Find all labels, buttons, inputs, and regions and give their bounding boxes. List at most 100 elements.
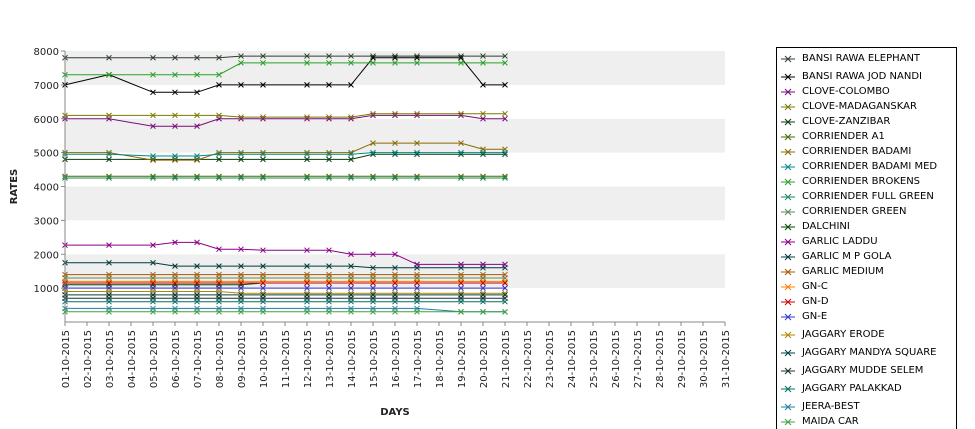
data-point bbox=[414, 285, 420, 291]
data-point bbox=[502, 149, 508, 156]
y-tick-label: 6000 bbox=[34, 115, 59, 126]
data-point bbox=[194, 239, 200, 246]
data-point bbox=[260, 173, 266, 180]
data-point bbox=[392, 53, 398, 59]
legend-label: DALCHINI bbox=[802, 221, 850, 232]
legend-label: CLOVE-MADAGANSKAR bbox=[802, 101, 917, 112]
data-point bbox=[370, 264, 376, 271]
data-point bbox=[216, 271, 222, 278]
data-point bbox=[238, 308, 244, 315]
data-point bbox=[194, 263, 200, 269]
data-point bbox=[502, 82, 508, 88]
data-point bbox=[348, 271, 354, 278]
data-point bbox=[106, 54, 112, 61]
legend-label: CORRIENDER A1 bbox=[802, 131, 885, 142]
data-point bbox=[260, 151, 266, 158]
data-point bbox=[414, 298, 420, 305]
y-tick-label: 7000 bbox=[34, 81, 59, 92]
data-point bbox=[348, 156, 354, 163]
data-point bbox=[304, 285, 310, 291]
legend-label: BANSI RAWA ELEPHANT bbox=[802, 53, 921, 64]
legend-label: GN-E bbox=[802, 311, 828, 322]
data-point bbox=[392, 251, 398, 258]
data-point bbox=[238, 175, 244, 181]
legend-item: CORRIENDER GREEN bbox=[777, 205, 957, 219]
data-point bbox=[414, 290, 420, 297]
data-point bbox=[304, 149, 310, 156]
data-point bbox=[260, 280, 266, 286]
data-point bbox=[370, 308, 376, 315]
data-point bbox=[172, 153, 178, 159]
data-point bbox=[304, 173, 310, 180]
data-point bbox=[194, 123, 200, 130]
data-point bbox=[502, 278, 508, 285]
data-point bbox=[106, 278, 112, 285]
data-point bbox=[150, 153, 156, 159]
data-point bbox=[150, 54, 156, 61]
legend-label: GN-C bbox=[802, 281, 828, 292]
x-tick-label: 06-10-2015 bbox=[171, 330, 182, 388]
data-point bbox=[458, 298, 464, 305]
x-tick-label: 26-10-2015 bbox=[611, 330, 622, 388]
legend-item: GARLIC LADDU bbox=[777, 235, 957, 249]
data-point bbox=[172, 239, 178, 246]
x-tick-label: 29-10-2015 bbox=[677, 330, 688, 388]
x-tick-label: 27-10-2015 bbox=[633, 330, 644, 388]
data-point bbox=[458, 112, 464, 119]
data-point bbox=[458, 140, 464, 146]
legend-item: BANSI RAWA JOD NANDI bbox=[777, 70, 957, 84]
data-point bbox=[260, 308, 266, 315]
legend-label: JAGGARY PALAKKAD bbox=[802, 383, 902, 394]
x-tick-label: 16-10-2015 bbox=[391, 330, 402, 388]
data-point bbox=[260, 53, 266, 59]
data-point bbox=[106, 308, 112, 315]
legend-marker-icon bbox=[781, 349, 795, 357]
data-point bbox=[348, 278, 354, 285]
data-point bbox=[458, 110, 464, 117]
legend-marker-icon bbox=[781, 118, 795, 126]
data-point bbox=[304, 60, 310, 66]
data-point bbox=[216, 173, 222, 180]
data-point bbox=[502, 264, 508, 271]
data-point bbox=[326, 278, 332, 285]
legend-item: DALCHINI bbox=[777, 220, 957, 234]
data-point bbox=[502, 175, 508, 181]
legend-item: JAGGARY ERODE bbox=[777, 328, 957, 342]
legend-marker-icon bbox=[781, 133, 795, 141]
data-point bbox=[238, 60, 244, 66]
legend-item: BANSI RAWA ELEPHANT bbox=[777, 52, 957, 66]
data-point bbox=[326, 82, 332, 88]
data-point bbox=[150, 308, 156, 315]
data-point bbox=[370, 290, 376, 297]
data-point bbox=[106, 71, 112, 78]
legend-marker-icon bbox=[781, 73, 795, 81]
data-point bbox=[216, 175, 222, 181]
data-point bbox=[326, 114, 332, 120]
data-point bbox=[238, 278, 244, 285]
legend-item: GN-E bbox=[777, 310, 957, 324]
data-point bbox=[370, 149, 376, 156]
legend-item: CLOVE-ZANZIBAR bbox=[777, 115, 957, 129]
legend-label: GARLIC LADDU bbox=[802, 236, 878, 247]
x-tick-label: 17-10-2015 bbox=[413, 330, 424, 388]
data-point bbox=[392, 298, 398, 305]
data-point bbox=[502, 298, 508, 305]
data-point bbox=[106, 280, 112, 286]
data-point bbox=[480, 175, 486, 181]
data-point bbox=[238, 156, 244, 163]
data-point bbox=[216, 82, 222, 88]
data-point bbox=[304, 271, 310, 278]
legend-marker-icon bbox=[781, 367, 795, 375]
data-point bbox=[216, 149, 222, 156]
legend-item: CORRIENDER BROKENS bbox=[777, 175, 957, 189]
data-point bbox=[480, 173, 486, 180]
data-point bbox=[370, 140, 376, 146]
data-point bbox=[260, 149, 266, 156]
grid-band bbox=[65, 118, 725, 153]
data-point bbox=[106, 271, 112, 278]
data-point bbox=[370, 60, 376, 66]
data-point bbox=[326, 290, 332, 297]
data-point bbox=[414, 140, 420, 146]
grid-band bbox=[65, 220, 725, 255]
data-point bbox=[194, 89, 200, 96]
